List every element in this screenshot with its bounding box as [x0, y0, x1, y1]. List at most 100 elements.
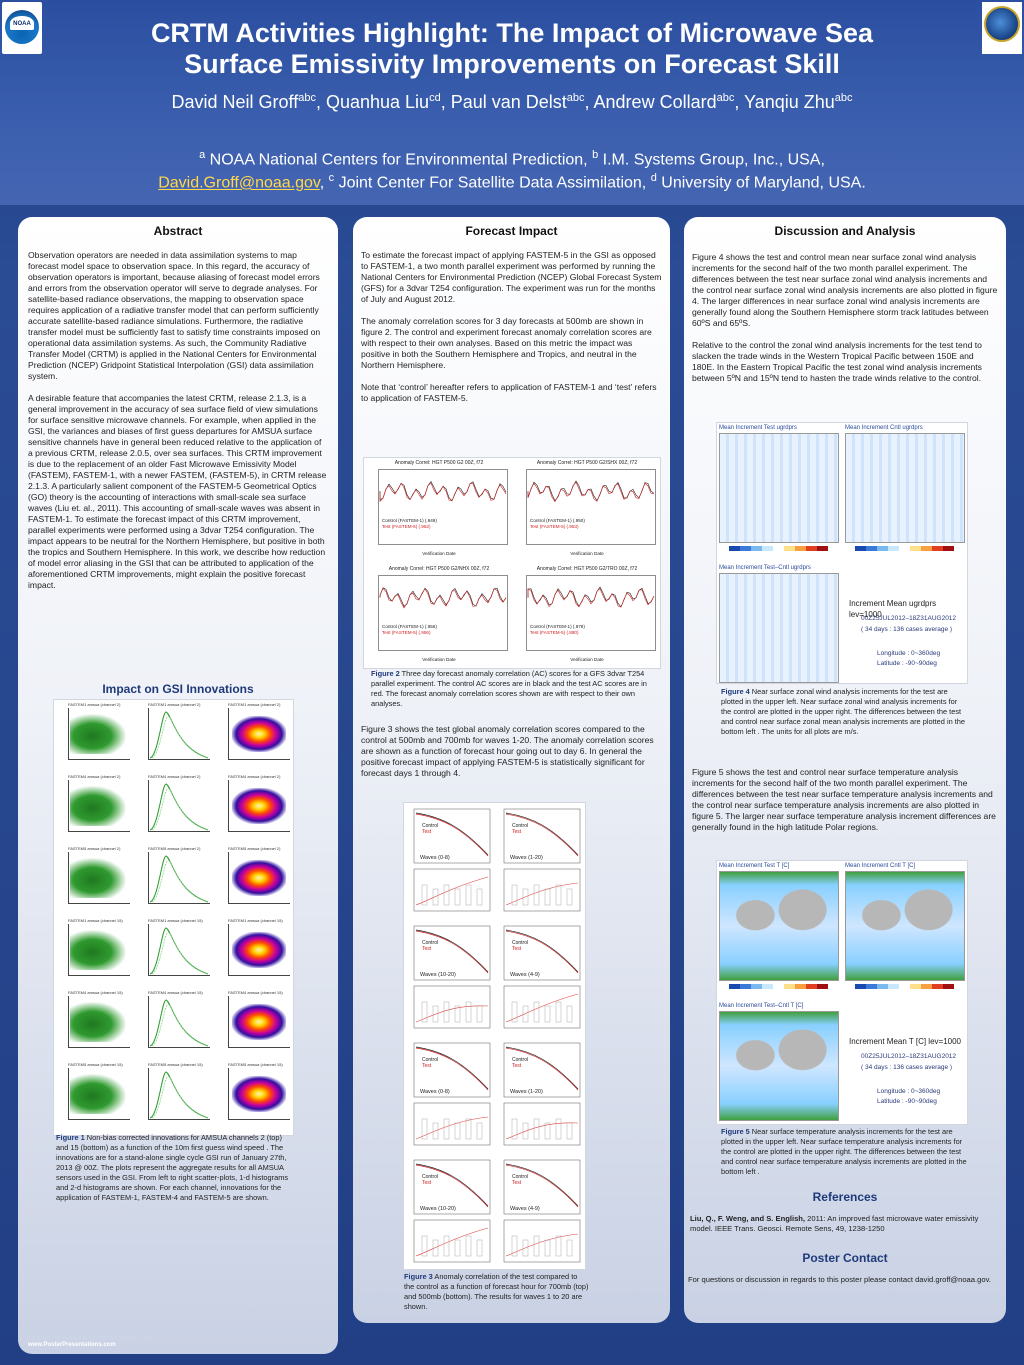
innovation-subplot: FASTEM1 amsua (channel 2): [138, 702, 214, 770]
discussion-heading: Discussion and Analysis: [774, 224, 916, 238]
colorbar-swatch: [855, 546, 866, 551]
colorbar-swatch: [899, 984, 910, 989]
wave-range-label: Waves (4-9): [510, 1206, 540, 1212]
colorbar-swatch: [817, 546, 828, 551]
colorbar-swatch: [795, 984, 806, 989]
innovation-subplot: FASTEM5 amsua (channel 15): [218, 1062, 293, 1130]
colorbar-swatch: [910, 546, 921, 551]
map-test: [719, 871, 839, 981]
innovation-subplot: FASTEM4 amsua (channel 2): [138, 774, 214, 842]
increment-legend-title: Increment Mean T [C] lev=1000: [849, 1037, 961, 1046]
author-list: David Neil Groffabc, Quanhua Liucd, Paul…: [171, 92, 853, 112]
colorbar-swatch: [773, 984, 784, 989]
wave-range-label: Waves (10-20): [420, 972, 456, 978]
wave-control-label: Control: [512, 1174, 529, 1180]
subplot-axes: [68, 852, 130, 904]
histogram-curve: [149, 999, 209, 1047]
density-heatmap: [232, 1004, 286, 1040]
author-name: David Neil Groffabc: [171, 92, 316, 112]
reference-entry: Liu, Q., F. Weng, and S. English, 2011: …: [690, 1214, 979, 1233]
contact-text: For questions or discussion in regards t…: [688, 1275, 991, 1284]
innovation-subplot: FASTEM4 amsua (channel 2): [218, 774, 293, 842]
colorbar-swatch: [910, 984, 921, 989]
subplot-axes: [68, 996, 130, 1048]
map-title: Mean Increment Test–Cntl ugrdprs: [719, 565, 811, 571]
wave-range-label: Waves (1-20): [510, 855, 543, 861]
subplot-axes: [148, 852, 210, 904]
colorbar-swatch: [762, 984, 773, 989]
subplot-title: FASTEM1 amsua (channel 15): [228, 918, 283, 923]
subplot-title: FASTEM4 amsua (channel 15): [148, 990, 203, 995]
wave-test-label: Test: [422, 1180, 432, 1186]
test-legend: Test (FASTEM-5) (.880): [530, 630, 579, 635]
poster-header: NOAA CRTM Activities Highlight: The Impa…: [0, 0, 1024, 205]
map-control: [845, 871, 965, 981]
colorbar-swatch: [784, 984, 795, 989]
wave-control-label: Control: [422, 940, 439, 946]
cases-text: ( 34 days : 136 cases average ): [861, 1064, 953, 1071]
innovation-subplot: FASTEM4 amsua (channel 2): [58, 774, 134, 842]
map-title: Mean Increment Cntl ugrdprs: [845, 425, 923, 431]
nasa-jcsda-seal: [982, 2, 1022, 54]
subplot-axes: [68, 780, 130, 832]
innovation-subplot: FASTEM4 amsua (channel 15): [138, 990, 214, 1058]
colorbar-swatch: [740, 984, 751, 989]
forecast-heading: Forecast Impact: [465, 224, 558, 238]
colorbar-swatch: [877, 984, 888, 989]
wave-range-label: Waves (1-20): [510, 1089, 543, 1095]
wave-ac-plot: [413, 1042, 491, 1146]
figure-2-caption: Figure 2 Three day forecast anomaly corr…: [371, 669, 647, 708]
longitude-text: Longitude : 0~360deg: [877, 650, 941, 657]
discussion-text-2: Figure 5 shows the test and control near…: [692, 767, 996, 832]
figure-3-caption: Figure 3 Anomaly correlation of the test…: [404, 1272, 589, 1311]
innovation-subplot: FASTEM5 amsua (channel 2): [138, 846, 214, 914]
poster-footer: RESEARCH POSTER PRESENTATION DESIGN © 20…: [28, 1336, 156, 1348]
ac-score-figure: Anomaly Correl: HGT P500 G2 00Z, f72 Cont…: [363, 457, 661, 669]
subplot-axes: [148, 780, 210, 832]
histogram-curve: [149, 711, 209, 759]
wave-ac-plot: [413, 808, 491, 912]
colorbar-swatch: [888, 546, 899, 551]
abstract-text: Observation operators are needed in data…: [28, 250, 327, 590]
density-heatmap: [232, 716, 286, 752]
colorbar-swatch: [784, 546, 795, 551]
subplot-axes: [68, 708, 130, 760]
density-heatmap: [232, 1076, 286, 1112]
colorbar-swatch: [729, 546, 740, 551]
wave-test-label: Test: [512, 1063, 522, 1069]
wave-ac-plot: [503, 1159, 581, 1263]
subplot-title: FASTEM4 amsua (channel 2): [228, 774, 281, 779]
innovation-subplot: FASTEM1 amsua (channel 15): [138, 918, 214, 986]
colorbar-swatch: [762, 546, 773, 551]
email-link[interactable]: David.Groff@noaa.gov: [158, 174, 320, 192]
colorbar-swatch: [806, 546, 817, 551]
wave-subplot: Control Test Waves (1-20): [498, 1039, 584, 1152]
subplot-axes: [228, 780, 290, 832]
wave-ac-plot: [503, 1042, 581, 1146]
colorbar-swatch: [866, 984, 877, 989]
map-title: Mean Increment Test ugrdprs: [719, 425, 797, 431]
innovation-subplot: FASTEM1 amsua (channel 15): [218, 918, 293, 986]
period-text: 00Z25JUL2012–18Z31AUG2012: [861, 615, 957, 622]
histogram-curve: [149, 1071, 209, 1119]
wave-ac-plot: [413, 925, 491, 1029]
forecast-text-2: Figure 3 shows the test global anomaly c…: [361, 724, 654, 778]
subplot-axes: [148, 708, 210, 760]
ac-series-plot: [526, 575, 656, 651]
scatter-cloud: [70, 1074, 126, 1114]
wave-subplot: Control Test Waves (1-20): [498, 805, 584, 918]
colorbar-swatch: [932, 546, 943, 551]
colorbar-swatch: [855, 984, 866, 989]
test-legend: Test (FASTEM-5) (.953): [530, 524, 579, 529]
colorbar-swatch: [817, 984, 828, 989]
subplot-axes: [228, 996, 290, 1048]
zonal-wind-figure: Mean Increment Test ugrdprs Mean Incremen…: [716, 422, 968, 684]
subplot-title: FASTEM5 amsua (channel 2): [148, 846, 201, 851]
period-text: 00Z25JUL2012–18Z31AUG2012: [861, 1053, 957, 1060]
wave-control-label: Control: [422, 823, 439, 829]
scatter-cloud: [70, 930, 126, 970]
noaa-logo: NOAA: [2, 2, 42, 54]
ac-xlabel: Verification Date: [422, 551, 456, 556]
author-name: Andrew Collardabc: [593, 92, 735, 112]
test-legend: Test (FASTEM-5) (.956): [382, 630, 431, 635]
